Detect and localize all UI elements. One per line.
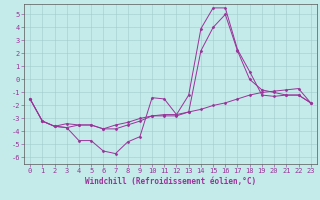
- X-axis label: Windchill (Refroidissement éolien,°C): Windchill (Refroidissement éolien,°C): [85, 177, 256, 186]
